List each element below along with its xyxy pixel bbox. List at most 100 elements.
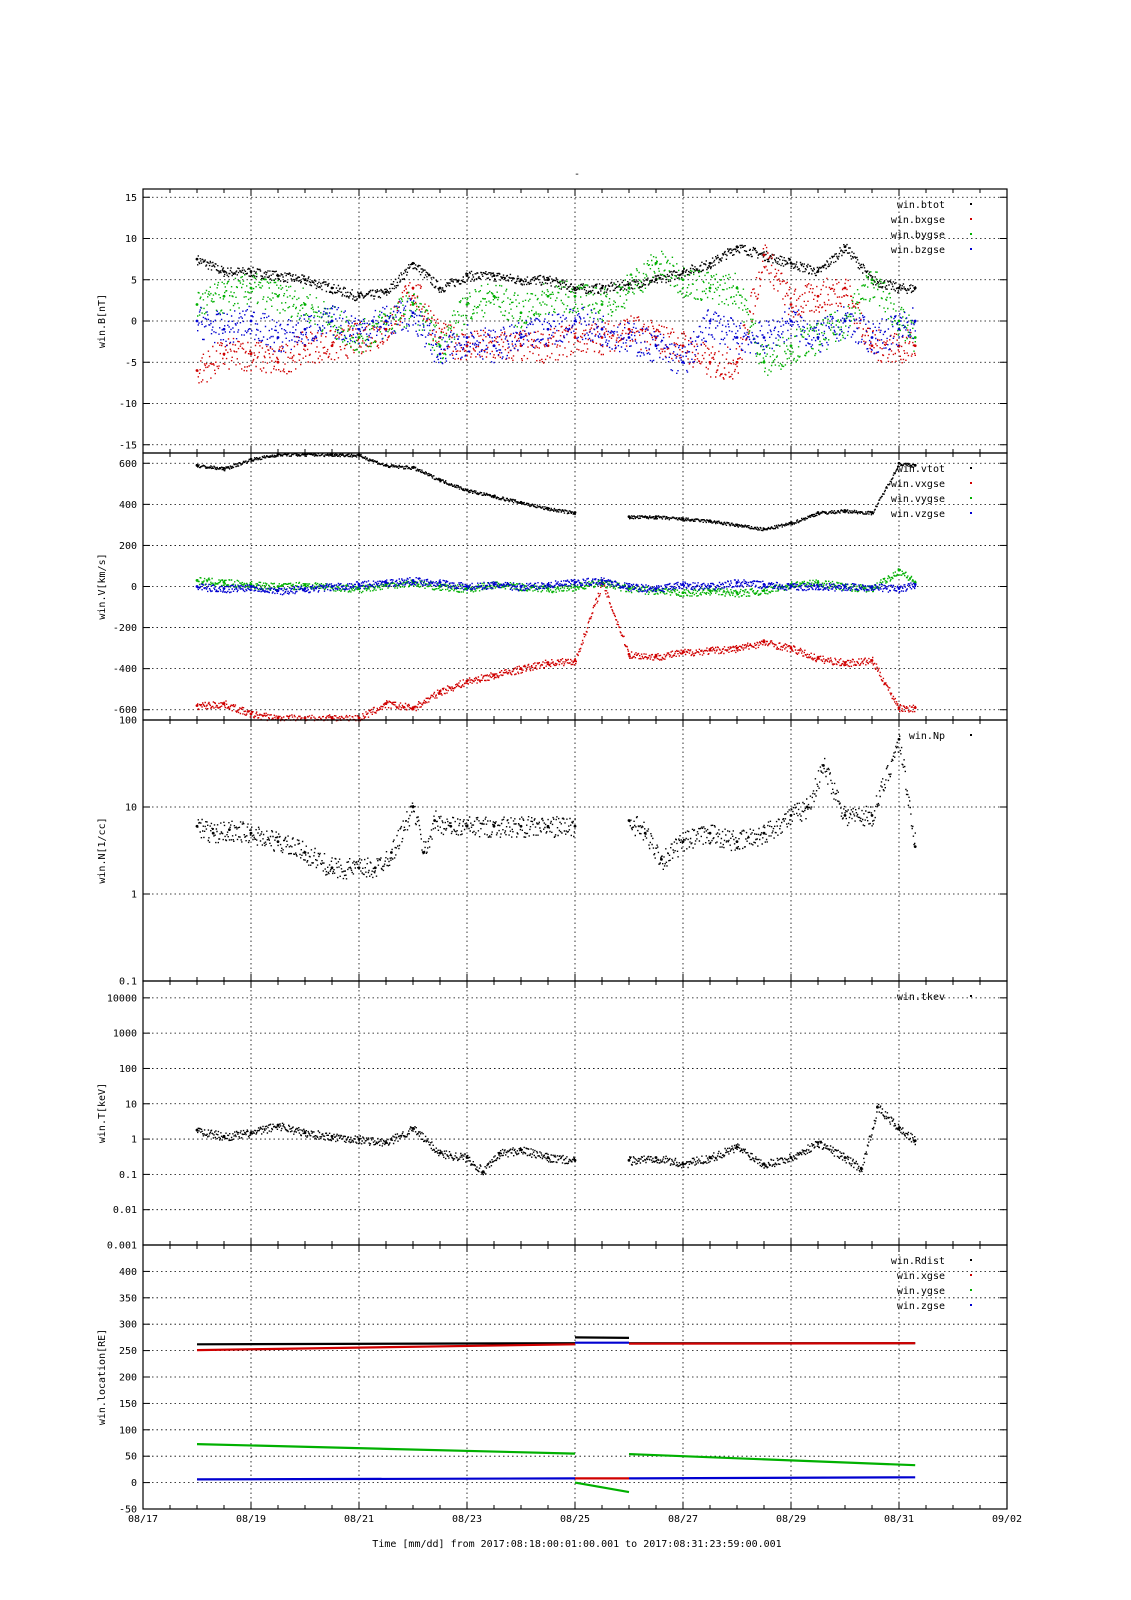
data-point xyxy=(573,1158,577,1162)
data-point xyxy=(573,319,577,323)
series-scatter-dots xyxy=(197,243,916,302)
data-point xyxy=(897,327,901,331)
data-point xyxy=(762,1162,766,1166)
data-point xyxy=(816,1141,820,1144)
data-point xyxy=(195,319,199,323)
data-point xyxy=(897,461,901,465)
data-point xyxy=(600,327,604,331)
data-point xyxy=(681,278,685,282)
data-point xyxy=(654,654,658,658)
y-tick-label: 400 xyxy=(119,1267,137,1278)
data-point xyxy=(249,352,253,356)
legend-entry: win.bzgse xyxy=(891,245,945,256)
data-point xyxy=(627,587,631,590)
data-point xyxy=(859,1166,863,1170)
y-tick-label: 10 xyxy=(125,803,137,814)
data-point xyxy=(546,327,550,331)
legend-marker xyxy=(970,1304,972,1306)
data-point xyxy=(735,580,739,584)
y-tick-label: 0.001 xyxy=(107,1241,137,1252)
data-point xyxy=(249,457,253,461)
data-point xyxy=(816,511,820,514)
panel-3: 100 10 1 0.1 win.N[1/cc] win.Np xyxy=(97,716,1008,988)
y-tick-label: 1000 xyxy=(113,1029,137,1040)
legend-marker xyxy=(970,1274,972,1276)
data-point xyxy=(897,587,901,590)
series-scatter-dots xyxy=(197,579,916,722)
data-point xyxy=(735,1145,739,1149)
data-point xyxy=(357,336,361,339)
series-line xyxy=(196,1343,576,1352)
data-point xyxy=(303,583,307,586)
data-point xyxy=(627,819,631,822)
data-point xyxy=(913,319,917,323)
data-point xyxy=(249,319,253,323)
data-point xyxy=(384,327,388,331)
data-point xyxy=(897,737,901,741)
data-point xyxy=(708,831,712,835)
data-point xyxy=(519,824,523,828)
data-point xyxy=(681,344,685,348)
legend-marker xyxy=(970,734,972,736)
data-point xyxy=(357,453,361,457)
data-point xyxy=(897,1127,901,1130)
data-point xyxy=(438,478,442,482)
data-point xyxy=(654,261,658,265)
y-axis-label: win.V[km/s] xyxy=(97,553,108,619)
data-point xyxy=(195,578,199,582)
data-point xyxy=(600,286,604,290)
data-point xyxy=(303,1131,307,1135)
y-tick-label: 350 xyxy=(119,1293,137,1304)
data-point xyxy=(438,580,442,584)
data-point xyxy=(573,294,577,298)
data-point xyxy=(276,585,280,588)
y-tick-label: -10 xyxy=(119,399,137,410)
panel-4: 10000 1000 100 10 1 0.1 0.01 0.001 win.T[keV] win… xyxy=(97,980,1008,1252)
data-point xyxy=(789,1156,793,1159)
data-point xyxy=(870,278,874,282)
data-point xyxy=(573,659,577,662)
data-point xyxy=(357,583,361,586)
data-point xyxy=(708,286,712,290)
series-win-vxgse xyxy=(195,579,917,722)
data-point xyxy=(222,580,226,584)
data-point xyxy=(249,831,253,835)
data-point xyxy=(411,303,415,306)
data-point xyxy=(681,1162,685,1166)
data-point xyxy=(708,319,712,323)
data-point xyxy=(681,270,685,273)
series-win-vygse xyxy=(195,568,917,598)
data-point xyxy=(384,290,388,294)
data-point xyxy=(222,1134,226,1138)
data-point xyxy=(492,274,496,278)
data-point xyxy=(762,336,766,339)
series-line xyxy=(628,1476,916,1480)
data-point xyxy=(303,587,307,590)
data-point xyxy=(627,327,631,331)
data-point xyxy=(573,824,577,828)
data-point xyxy=(330,585,334,588)
data-point xyxy=(519,585,523,588)
data-point xyxy=(492,494,496,498)
y-tick-label: -5 xyxy=(125,358,137,369)
series-win-btot xyxy=(195,243,917,302)
legend-marker xyxy=(970,203,972,205)
data-point xyxy=(627,1158,631,1162)
data-point xyxy=(789,585,793,588)
y-tick-label: 0.01 xyxy=(113,1205,137,1216)
data-point xyxy=(465,1156,469,1159)
legend-marker xyxy=(970,1259,972,1261)
data-point xyxy=(762,527,766,531)
data-point xyxy=(913,583,917,586)
data-point xyxy=(222,587,226,590)
data-point xyxy=(276,589,280,593)
data-point xyxy=(411,805,415,809)
data-point xyxy=(708,589,712,593)
data-point xyxy=(708,648,712,652)
data-point xyxy=(762,640,766,644)
y-tick-label: 250 xyxy=(119,1346,137,1357)
data-point xyxy=(276,336,280,339)
data-point xyxy=(816,580,820,584)
data-point xyxy=(519,311,523,315)
data-point xyxy=(876,1105,879,1109)
